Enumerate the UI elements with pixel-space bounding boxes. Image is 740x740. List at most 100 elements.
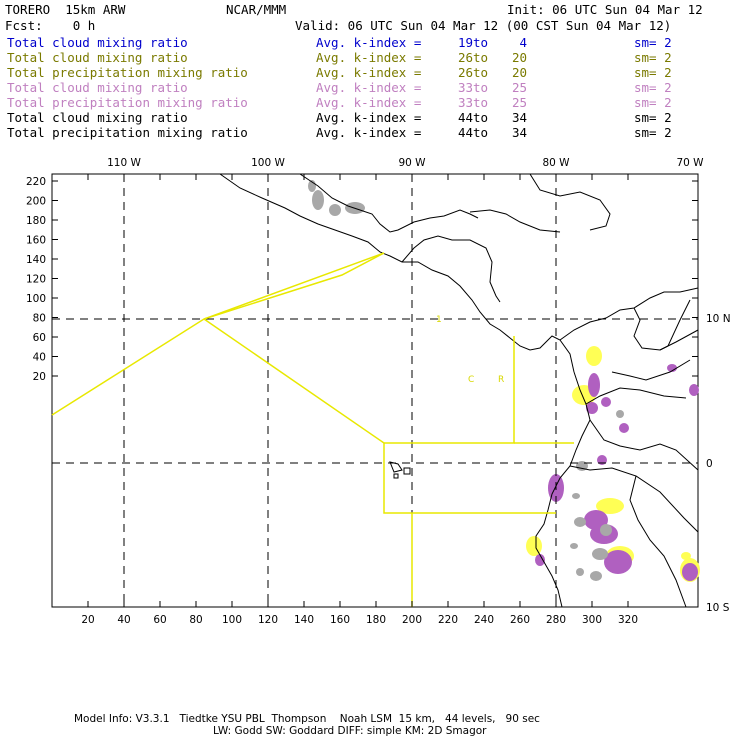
region-annotation: R [498,375,504,385]
init-time: Init: 06 UTC Sun 04 Mar 12 [507,2,703,17]
legend-end: 34 [511,110,527,125]
x-tick-label: 20 [81,614,94,626]
physics-info: LW: Godd SW: Goddard DIFF: simple KM: 2D… [213,725,487,737]
region-boundaries [51,252,574,607]
lon-label: 100 W [251,157,285,169]
y-tick-label: 100 [26,293,46,305]
legend-to: to [473,50,489,65]
x-tick-label: 320 [618,614,638,626]
field-blob [586,402,598,414]
field-blob [535,554,545,566]
legend-to: to [473,110,489,125]
lat-label: 10 S [706,602,730,614]
region-annotation: 1 [436,315,442,325]
x-tick-label: 200 [402,614,422,626]
field-blob [572,493,580,499]
y-tick-label: 80 [33,313,46,325]
field-blob [312,190,324,210]
legend-sm: sm= 2 [634,50,672,65]
y-tick-label: 160 [26,235,46,247]
legend-to: to [473,35,489,50]
legend-avg: Avg. k-index = [316,50,422,65]
legend-from: 19 [457,35,473,50]
y-tick-label: 220 [26,176,46,188]
field-blob [601,397,611,407]
field-blob [570,543,578,549]
x-tick-label: 160 [330,614,350,626]
legend-label: Total cloud mixing ratio [7,110,188,125]
legend-sm: sm= 2 [634,95,672,110]
legend-label: Total cloud mixing ratio [7,35,188,50]
y-tick-label: 180 [26,215,46,227]
legend-avg: Avg. k-index = [316,65,422,80]
axis-ticks: 220 200 180 160 140 120 100 80 60 40 20 20 40 60 80 100… [26,157,731,626]
legend-to: to [473,95,489,110]
x-tick-label: 80 [189,614,202,626]
field-blob [616,410,624,418]
x-tick-label: 280 [546,614,566,626]
forecast-hour: Fcst: 0 h [5,18,96,33]
lat-label: 10 N [706,313,731,325]
field-blob [619,423,629,433]
x-tick-label: 260 [510,614,530,626]
organization: NCAR/MMM [226,2,287,17]
legend-avg: Avg. k-index = [316,95,422,110]
legend-end: 4 [519,35,527,50]
y-tick-label: 140 [26,254,46,266]
legend-avg: Avg. k-index = [316,35,422,50]
legend-sm: sm= 2 [634,110,672,125]
region-annotation: C [468,375,474,385]
lat-label: 0 [706,458,713,470]
legend-avg: Avg. k-index = [316,80,422,95]
field-blob [682,563,698,581]
field-blob [329,204,341,216]
field-blob [574,517,586,527]
lon-label: 70 W [676,157,704,169]
legend-sm: sm= 2 [634,35,672,50]
legend-avg: Avg. k-index = [316,110,422,125]
y-tick-label: 60 [33,332,46,344]
legend-from: 26 [457,50,473,65]
field-blob [576,568,584,576]
x-tick-label: 100 [222,614,242,626]
field-blob [590,571,602,581]
legend-from: 44 [457,125,473,140]
legend-from: 33 [457,95,473,110]
y-tick-label: 120 [26,274,46,286]
legend-sm: sm= 2 [634,125,672,140]
field-blob [600,524,612,536]
lon-label: 110 W [107,157,141,169]
legend-sm: sm= 2 [634,80,672,95]
field-blob [526,536,542,556]
lon-label: 90 W [398,157,426,169]
y-tick-label: 20 [33,371,46,383]
legend-end: 25 [511,95,527,110]
field-blob [667,364,677,372]
y-tick-label: 40 [33,352,46,364]
field-blob [592,548,608,560]
x-tick-label: 140 [294,614,314,626]
field-blob [681,552,691,560]
field-blob [596,498,624,514]
legend-sm: sm= 2 [634,65,672,80]
legend-label: Total cloud mixing ratio [7,80,188,95]
y-tick-label: 200 [26,196,46,208]
field-blob [689,384,699,396]
valid-time: Valid: 06 UTC Sun 04 Mar 12 (00 CST Sun … [295,18,672,33]
x-tick-label: 40 [117,614,130,626]
x-tick-label: 300 [582,614,602,626]
legend-to: to [473,125,489,140]
field-blob [604,550,632,574]
legend-to: to [473,65,489,80]
x-tick-label: 120 [258,614,278,626]
x-tick-label: 60 [153,614,166,626]
x-tick-label: 240 [474,614,494,626]
x-tick-label: 180 [366,614,386,626]
legend-end: 34 [511,125,527,140]
legend-label: Total precipitation mixing ratio [7,95,248,110]
legend-end: 20 [511,50,527,65]
field-blob [588,373,600,397]
field-blob [586,346,602,366]
legend-from: 44 [457,110,473,125]
